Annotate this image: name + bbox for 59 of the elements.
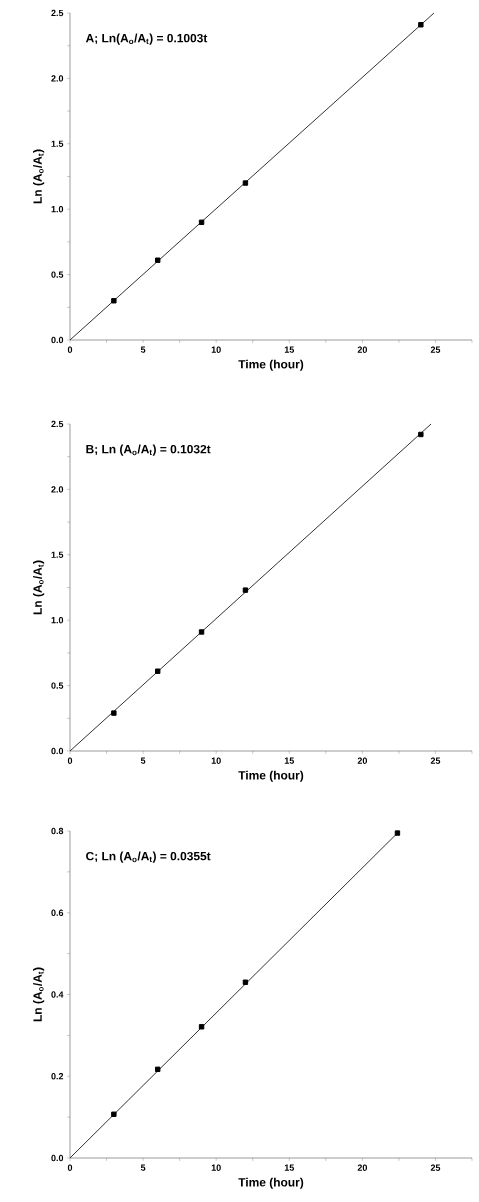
point	[242, 979, 249, 985]
y-axis-title: Ln (A$_{o}$/A$_{t}$)	[33, 149, 45, 204]
annotation: A; Ln(A$_{o}$/A$_{t}$) = 0.1003t	[85, 33, 208, 45]
point	[198, 1024, 205, 1030]
annotation: C; Ln (A$_{o}$/A$_{t}$) = 0.0355t	[86, 851, 211, 863]
x-axis-title: Time (hour)	[238, 359, 304, 371]
point	[198, 629, 205, 635]
x-tick-label: 25	[430, 757, 441, 764]
y-axis-title: Ln (A$_{o}$/A$_{t}$)	[33, 967, 45, 1022]
point	[394, 830, 401, 836]
x-tick-label: 25	[430, 346, 441, 353]
x-tick-label: 10	[211, 1164, 221, 1171]
x-axis-title: Time (hour)	[238, 770, 304, 782]
y-tick-label: 0.0	[51, 1154, 64, 1162]
x-tick-label: 15	[284, 757, 295, 764]
y-tick-label: 0.4	[51, 991, 64, 998]
y-tick-label: 1.0	[51, 206, 64, 213]
y-axis-title: Ln (A$_{o}$/A$_{t}$)	[33, 560, 45, 615]
x-tick-label: 10	[211, 757, 221, 764]
y-tick-label: 0.0	[51, 747, 64, 755]
x-tick-label: 20	[357, 1164, 367, 1171]
y-tick-label: 1.0	[51, 617, 64, 624]
x-tick-label: 5	[140, 757, 146, 764]
x-tick-label: 20	[357, 757, 367, 764]
point	[242, 587, 249, 593]
y-tick-label: 2.0	[51, 75, 64, 82]
x-tick-label: 0	[67, 1164, 73, 1171]
y-tick-label: 2.0	[51, 486, 64, 493]
x-axis-title: Time (hour)	[238, 1177, 304, 1189]
point	[418, 431, 424, 438]
point	[242, 180, 249, 186]
x-tick-label: 0	[67, 346, 73, 353]
y-tick-label: 0.5	[51, 271, 64, 278]
y-tick-label: 0.6	[51, 909, 64, 916]
point	[155, 257, 161, 263]
x-tick-label: 20	[357, 346, 367, 353]
x-tick-label: 15	[284, 346, 295, 353]
x-tick-label: 5	[140, 346, 146, 353]
point	[155, 668, 161, 674]
annotation: B; Ln (A$_{o}$/A$_{t}$) = 0.1032t	[86, 444, 211, 456]
point	[111, 1111, 117, 1117]
point	[111, 710, 117, 716]
y-tick-label: 0.8	[51, 827, 64, 835]
y-tick-label: 2.5	[51, 9, 64, 17]
point	[111, 298, 117, 304]
y-tick-label: 1.5	[51, 551, 64, 558]
x-tick-label: 0	[67, 757, 73, 764]
y-tick-label: 2.5	[51, 420, 64, 428]
point	[418, 22, 424, 28]
y-tick-label: 0.2	[51, 1073, 64, 1080]
y-tick-label: 1.5	[51, 140, 64, 147]
x-tick-label: 5	[140, 1164, 146, 1171]
x-tick-label: 25	[430, 1164, 441, 1171]
x-tick-label: 15	[284, 1164, 295, 1171]
x-tick-label: 10	[211, 346, 221, 353]
y-tick-label: 0.5	[51, 682, 64, 689]
point	[155, 1066, 161, 1073]
point	[198, 219, 205, 225]
y-tick-label: 0.0	[51, 336, 64, 344]
